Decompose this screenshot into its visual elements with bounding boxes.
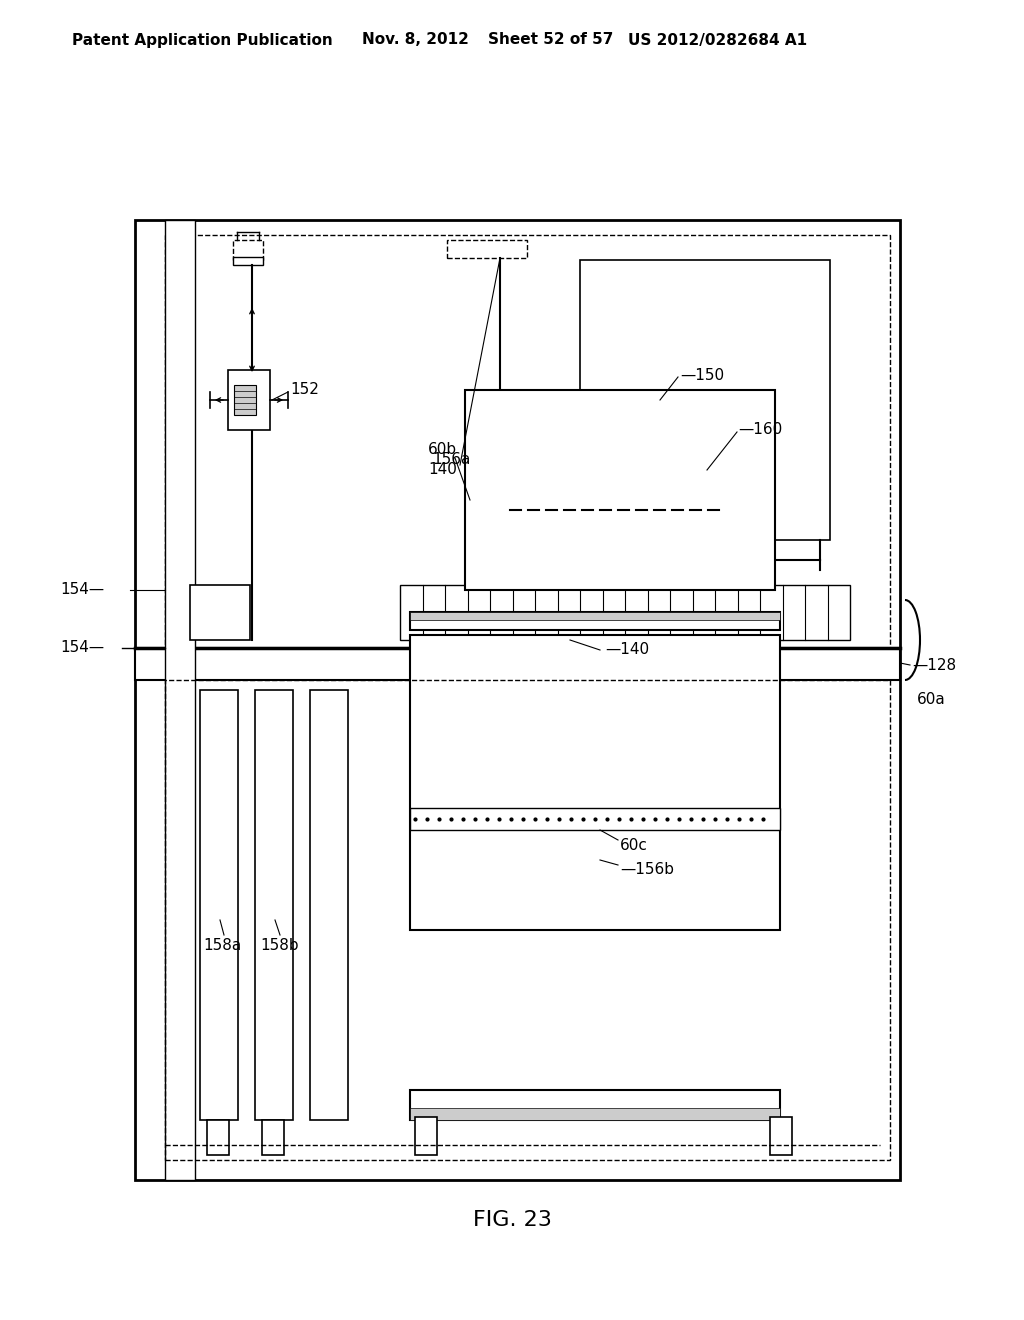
Bar [410,612,780,620]
Text: Sheet 52 of 57: Sheet 52 of 57 [488,33,613,48]
Bar [410,1107,780,1119]
Bar [135,648,900,680]
Bar [410,808,780,830]
Bar [410,635,780,931]
Bar [165,680,890,1160]
Bar [580,260,830,540]
Text: 140: 140 [428,462,457,478]
Bar [233,257,263,265]
Text: 152: 152 [290,383,318,397]
Text: 60c: 60c [620,837,648,853]
Text: —140: —140 [605,643,649,657]
Text: —128: —128 [912,657,956,672]
Text: 60b: 60b [428,442,457,458]
Bar [165,235,890,648]
Text: 158b: 158b [260,937,299,953]
Bar [400,585,850,640]
Text: 156a: 156a [432,453,470,467]
Bar [410,1090,780,1119]
Bar [410,612,780,630]
Text: US 2012/0282684 A1: US 2012/0282684 A1 [628,33,807,48]
Bar [200,690,238,1119]
Text: 158a: 158a [203,937,242,953]
Text: 154—: 154— [59,640,104,656]
Text: —160: —160 [738,422,782,437]
Bar [262,1119,284,1155]
Bar [255,690,293,1119]
Bar [228,370,270,430]
Text: Patent Application Publication: Patent Application Publication [72,33,333,48]
Bar [770,1117,792,1155]
Text: —150: —150 [680,367,724,383]
Ellipse shape [300,599,390,624]
Bar [447,240,527,257]
Text: Nov. 8, 2012: Nov. 8, 2012 [362,33,469,48]
Bar [415,1117,437,1155]
Bar [234,385,256,414]
Bar [465,389,775,590]
Text: FIG. 23: FIG. 23 [472,1210,552,1230]
Bar [310,690,348,1119]
Bar [135,220,900,1180]
Bar [233,240,263,260]
Text: 154—: 154— [59,582,104,598]
Bar [165,220,195,1180]
Text: —156b: —156b [620,862,674,878]
Bar [207,1119,229,1155]
Bar [190,585,250,640]
Text: 60a: 60a [918,693,946,708]
